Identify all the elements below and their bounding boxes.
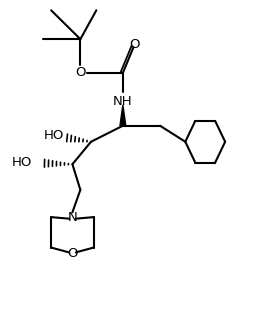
Text: HO: HO — [44, 129, 64, 142]
Text: HO: HO — [12, 156, 32, 169]
Text: O: O — [67, 248, 78, 260]
Text: N: N — [68, 211, 77, 223]
Polygon shape — [120, 105, 126, 126]
Text: O: O — [129, 38, 140, 51]
Text: O: O — [75, 66, 86, 79]
Text: NH: NH — [113, 95, 133, 108]
